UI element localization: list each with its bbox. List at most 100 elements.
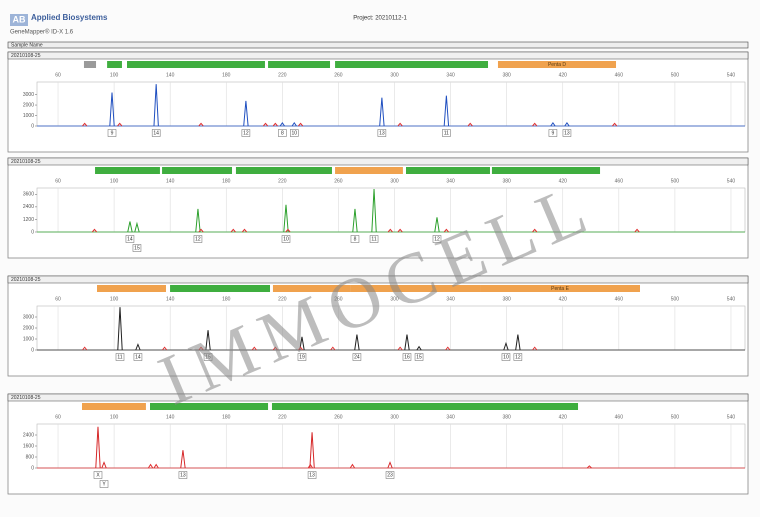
peak [135,343,141,351]
allele-box [513,353,523,361]
allele-label: 12 [434,236,440,242]
x-tick-label: 380 [502,296,511,302]
x-tick-label: 180 [222,178,231,184]
y-tick-label: 2400 [23,204,34,210]
marker-name: Penta E [551,286,569,292]
peak [147,463,154,469]
y-tick-label: 800 [26,454,35,460]
peak [532,228,538,233]
allele-box [99,480,109,488]
y-tick-label: 0 [31,123,34,129]
peak [251,346,257,351]
peak [117,307,123,351]
x-tick-label: 300 [390,296,399,302]
allele-box [241,129,251,137]
allele-label: Y [102,481,106,487]
x-tick-label: 220 [278,178,287,184]
peak [82,346,88,351]
allele-box [307,471,317,479]
peak [612,122,618,127]
panel-title-bar [7,157,749,166]
x-tick-label: 60 [55,178,61,184]
peak [297,346,304,351]
allele-box [548,129,558,137]
peak [195,208,201,233]
panel-title-bar [7,393,749,402]
panel-title: 20210108-25 [11,395,41,401]
y-tick-label: 2400 [23,432,34,438]
marker-bin [497,61,617,68]
allele-label: 24 [354,354,360,360]
x-tick-label: 180 [222,414,231,420]
peak [371,189,377,233]
peak [180,450,186,469]
plot-area [36,81,746,127]
x-tick-label: 340 [446,72,455,78]
x-tick-label: 100 [110,414,119,420]
allele-box [125,235,135,243]
peak [379,97,385,127]
allele-box [290,129,299,137]
allele-label: 9 [111,130,114,136]
allele-label: 11 [371,236,376,242]
allele-label: 23 [387,472,393,478]
logo-box [10,14,28,26]
peak [434,217,440,233]
x-tick-label: 220 [278,72,287,78]
allele-label: 13 [309,472,315,478]
allele-box [414,353,424,361]
marker-bin [97,285,166,292]
allele-label: X [96,472,100,478]
x-tick-label: 260 [334,414,343,420]
brand: Applied Biosystems [31,13,108,22]
allele-box [369,235,379,243]
allele-box [115,353,125,361]
peak [503,341,509,351]
peak [397,228,403,233]
x-tick-label: 300 [390,178,399,184]
marker-bin [235,167,332,174]
peak [586,465,592,469]
peak [445,346,451,351]
project: Project: 20210112-1 [353,16,407,22]
x-tick-label: 500 [671,296,680,302]
marker-bin [95,167,160,174]
x-tick-label: 100 [110,72,119,78]
peak [198,346,204,351]
x-tick-label: 380 [502,178,511,184]
peak [205,330,211,351]
peak [272,346,278,351]
peak [443,95,450,127]
x-tick-label: 100 [110,296,119,302]
peak [634,228,640,233]
panel-title-bar [7,275,749,284]
peak [297,122,304,127]
peak [309,432,315,469]
panel-title: 20210108-25 [11,53,41,59]
plot-area [36,187,746,233]
marker-bin [480,285,640,292]
allele-box [203,353,213,361]
allele-box [432,235,442,243]
allele-label: 16 [404,354,410,360]
allele-box [193,235,203,243]
allele-label: 15 [205,354,211,360]
panel-title: 20210108-25 [11,159,41,165]
allele-label: 14 [153,130,159,136]
x-tick-label: 540 [727,414,736,420]
allele-label: 8 [281,130,284,136]
x-tick-label: 500 [671,414,680,420]
peak [397,122,403,127]
peak [532,346,538,351]
x-tick-label: 460 [615,296,624,302]
marker-bin [491,167,601,174]
x-tick-label: 140 [166,178,175,184]
peak [397,346,403,351]
allele-label: 19 [299,354,305,360]
allele-box [133,353,143,361]
peak [387,228,393,233]
peak [198,228,204,233]
y-tick-label: 1000 [23,336,34,342]
peak [230,228,236,233]
